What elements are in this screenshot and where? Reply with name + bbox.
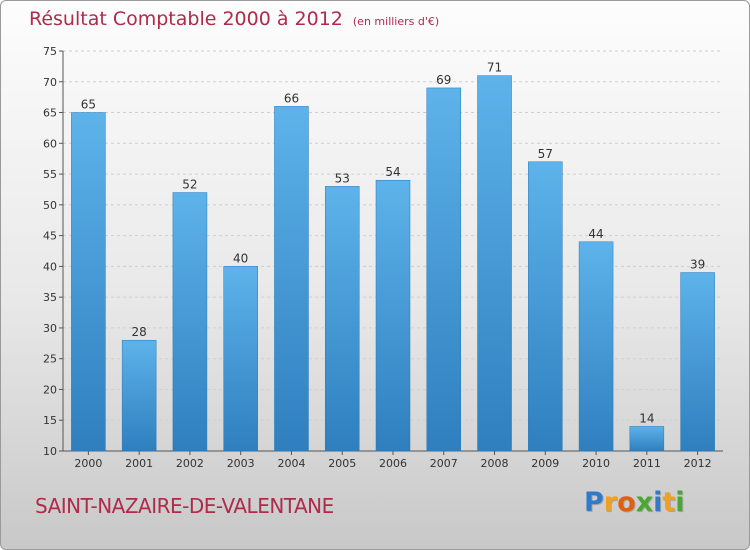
chart-title: Résultat Comptable 2000 à 2012 (en millie… [29,8,440,30]
y-tick-label: 50 [43,199,57,212]
y-tick-label: 45 [43,230,57,243]
x-tick-label: 2012 [684,457,712,470]
data-label: 71 [487,61,502,75]
x-tick-label: 2011 [633,457,661,470]
bar [375,179,411,452]
y-tick-label: 15 [43,414,57,427]
logo-letter: P [584,487,604,518]
y-tick-label: 70 [43,76,57,89]
data-label: 65 [81,98,96,112]
data-label: 66 [284,91,299,105]
y-tick-label: 60 [43,137,57,150]
x-tick-label: 2004 [277,457,305,470]
bar [172,192,208,452]
logo-letter: r [603,487,618,518]
y-tick-label: 30 [43,322,57,335]
logo-letter: i [675,487,685,518]
data-label: 52 [182,178,197,192]
data-label: 53 [335,171,350,185]
y-tick-label: 10 [43,445,57,458]
y-tick-label: 55 [43,168,57,181]
x-tick-label: 2010 [582,457,610,470]
bar [324,186,360,452]
bar [121,339,157,452]
proxiti-logo: Proxiti [584,487,685,518]
x-tick-label: 2008 [481,457,509,470]
logo-letter: i [653,487,663,518]
data-label: 44 [588,227,603,241]
data-label: 28 [132,325,147,339]
x-tick-label: 2003 [227,457,255,470]
logo-letter: x [635,487,654,518]
bar [71,112,106,452]
data-label: 54 [385,165,400,179]
bar [578,241,614,452]
x-tick-label: 2005 [328,457,356,470]
bar [528,161,563,452]
data-label: 40 [233,251,248,265]
bar [274,106,309,452]
bar [223,266,258,452]
x-tick-label: 2007 [430,457,458,470]
logo-letter: t [662,487,676,518]
logo-letter: o [617,487,636,518]
y-tick-label: 65 [43,107,57,120]
y-tick-label: 75 [43,45,57,58]
place-name: SAINT-NAZAIRE-DE-VALENTANE [35,494,334,518]
x-tick-label: 2006 [379,457,407,470]
chart-subtitle: (en milliers d'€) [352,15,440,28]
data-label: 69 [436,73,451,87]
bar [477,75,512,452]
y-tick-label: 20 [43,383,57,396]
data-label: 39 [690,258,705,272]
y-tick-label: 35 [43,291,57,304]
y-tick-label: 25 [43,353,57,366]
data-label: 14 [639,411,654,425]
bar [629,426,665,452]
x-tick-label: 2009 [531,457,559,470]
data-label: 57 [538,147,553,161]
bar [426,87,462,452]
x-tick-label: 2000 [74,457,102,470]
x-tick-label: 2001 [125,457,153,470]
y-tick-label: 40 [43,260,57,273]
x-tick-label: 2002 [176,457,204,470]
bar [680,272,715,452]
